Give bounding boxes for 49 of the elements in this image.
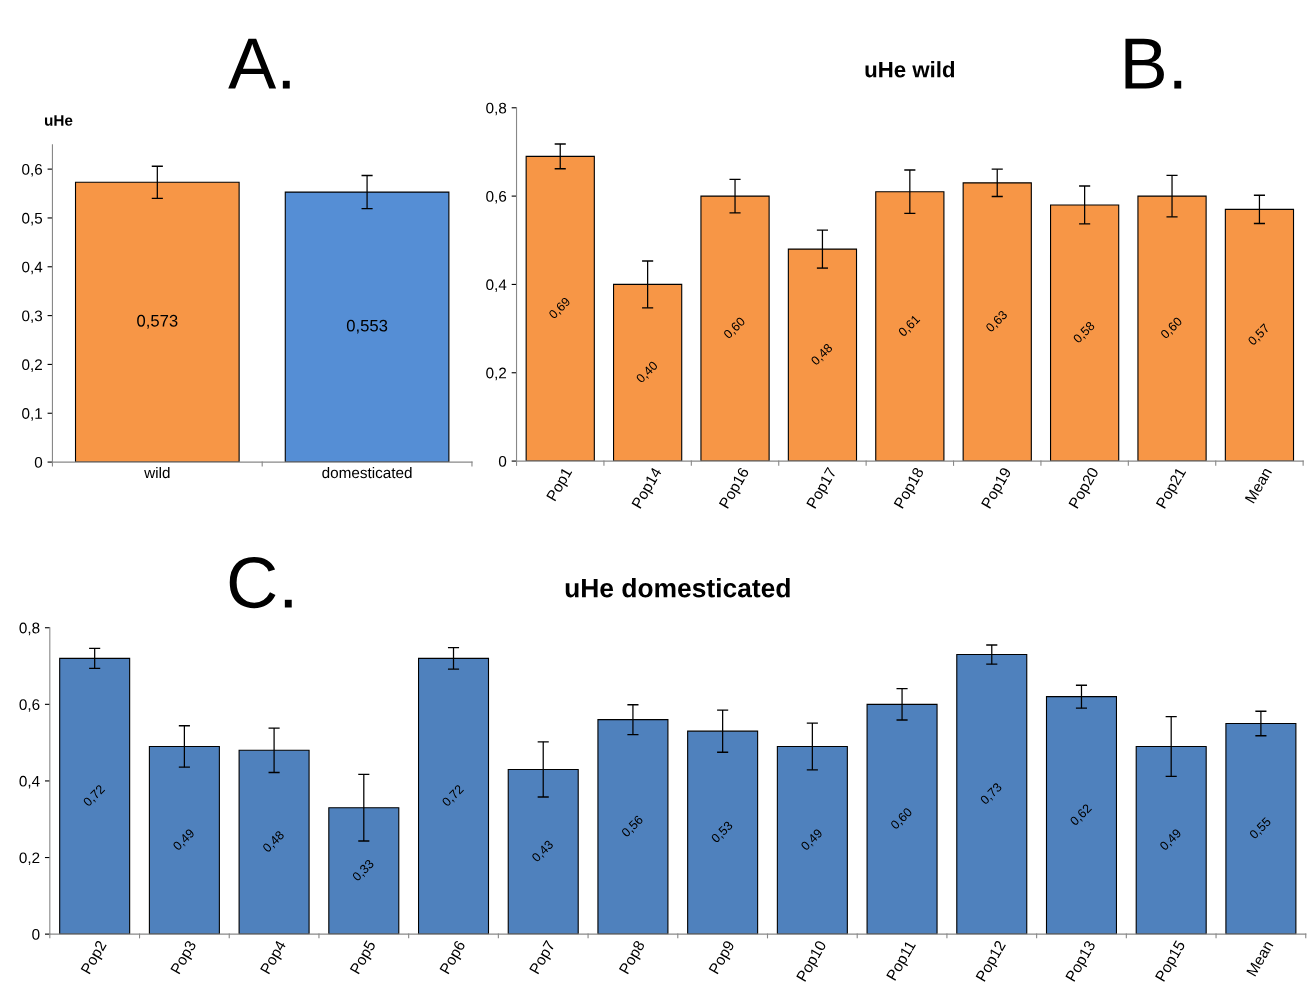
y-tick-label: 0,8 — [19, 622, 40, 636]
y-tick-label: 0,1 — [22, 408, 42, 421]
text: A. — [228, 38, 290, 89]
data-label: 0,63 — [985, 309, 1009, 334]
text: C. — [229, 557, 292, 609]
data-label: 0,43 — [531, 839, 555, 864]
data-label: 0,49 — [800, 828, 824, 852]
data-label: 0,69 — [548, 296, 572, 321]
data-label: 0,58 — [1072, 320, 1097, 345]
y-tick-label: 0 — [498, 455, 507, 467]
data-label: 0,72 — [82, 784, 107, 808]
y-axis-title: uHe — [45, 115, 73, 126]
data-label: 0,61 — [897, 314, 922, 339]
x-tick-label: wild — [144, 466, 170, 479]
data-label: 0,40 — [635, 360, 660, 385]
y-tick-label: 0,4 — [22, 261, 43, 275]
y-tick-label: 0 — [34, 456, 43, 468]
y-tick-label: 0,4 — [19, 775, 40, 789]
y-tick-label: 0,2 — [486, 367, 507, 381]
y-tick-label: 0 — [32, 929, 40, 940]
data-label: 0,49 — [172, 828, 196, 852]
y-tick-label: 0,2 — [22, 359, 42, 372]
y-tick-label: 0,6 — [486, 190, 507, 204]
y-tick-label: 0,4 — [486, 279, 507, 292]
data-label: 0,73 — [979, 782, 1004, 807]
y-tick-label: 0,8 — [486, 102, 507, 116]
data-label: 0,60 — [722, 316, 747, 341]
data-label: 0,55 — [1248, 816, 1273, 841]
data-label: 0,48 — [810, 342, 835, 367]
data-label: 0,62 — [1069, 803, 1094, 828]
data-label: 0,56 — [620, 814, 645, 839]
data-label: 0,72 — [441, 784, 466, 808]
text: B. — [1125, 38, 1182, 89]
y-tick-label: 0,3 — [22, 310, 43, 324]
y-tick-label: 0,6 — [19, 699, 40, 712]
y-tick-label: 0,6 — [22, 163, 43, 177]
data-label: 0,553 — [346, 319, 388, 334]
data-label: 0,33 — [351, 858, 376, 883]
data-label: 0,573 — [137, 314, 178, 329]
y-tick-label: 0,2 — [19, 852, 40, 866]
chart-title: uHe domesticated — [565, 578, 790, 598]
data-label: 0,48 — [261, 830, 286, 854]
y-tick-label: 0,5 — [22, 212, 43, 226]
data-label: 0,53 — [710, 820, 735, 845]
data-label: 0,49 — [1159, 828, 1183, 852]
data-label: 0,60 — [889, 807, 914, 831]
chart-title: uHe wild — [865, 61, 955, 78]
x-tick-label: domesticated — [322, 466, 412, 479]
data-label: 0,60 — [1159, 316, 1184, 341]
